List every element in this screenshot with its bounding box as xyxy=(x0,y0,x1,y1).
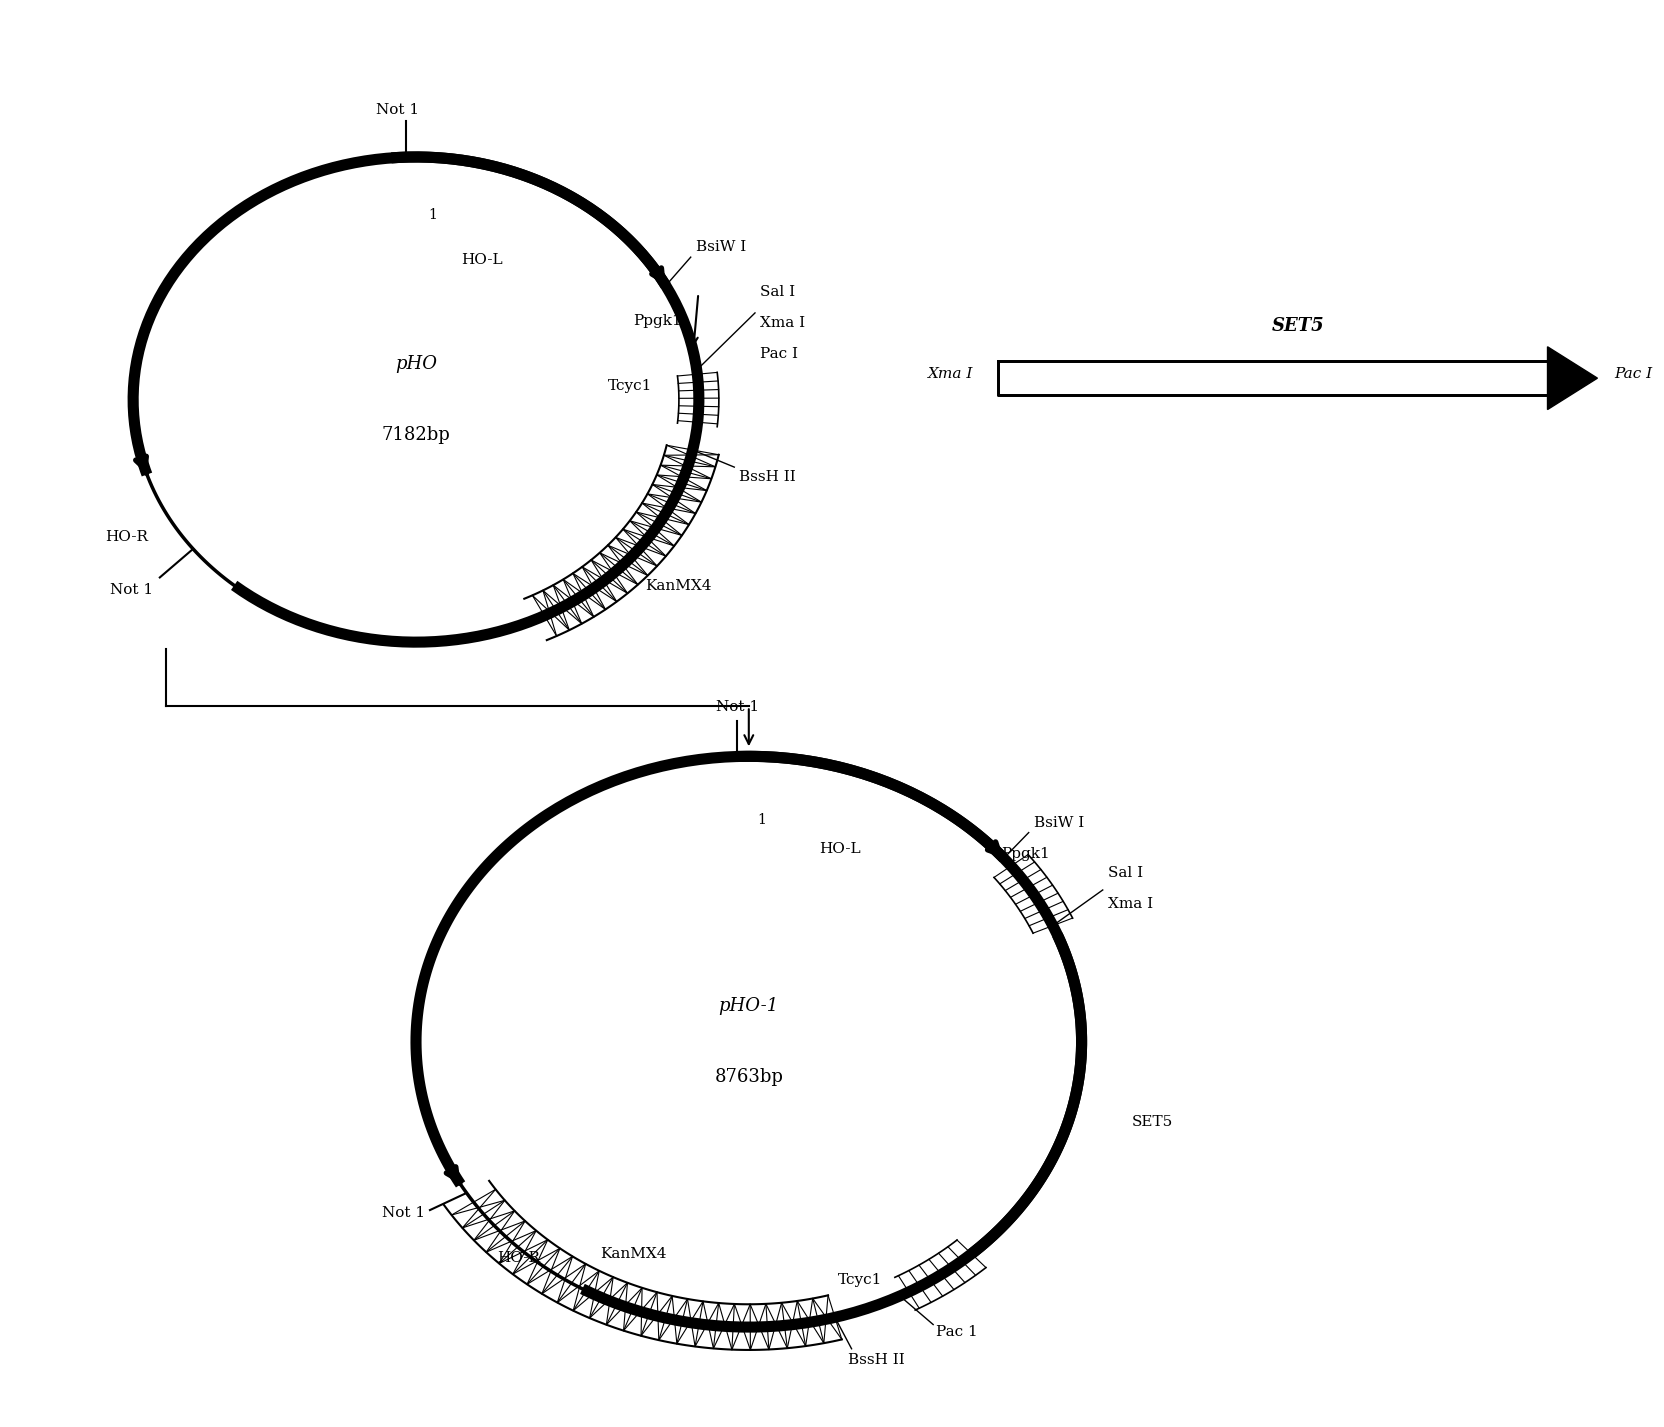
Text: Xma I: Xma I xyxy=(760,315,805,330)
Text: 8763bp: 8763bp xyxy=(714,1069,784,1086)
Text: pHO: pHO xyxy=(394,355,438,372)
Text: KanMX4: KanMX4 xyxy=(644,579,711,594)
Text: BsiW I: BsiW I xyxy=(1033,816,1083,829)
Text: SET5: SET5 xyxy=(1132,1114,1173,1129)
Text: 7182bp: 7182bp xyxy=(381,427,451,444)
Text: Ppgk1: Ppgk1 xyxy=(632,314,682,328)
Text: 1: 1 xyxy=(428,208,438,221)
Text: Xma I: Xma I xyxy=(1108,898,1153,912)
Text: Xma I: Xma I xyxy=(929,367,973,381)
Text: HO-R: HO-R xyxy=(105,531,148,544)
Text: BssH II: BssH II xyxy=(739,469,795,484)
Text: Tcyc1: Tcyc1 xyxy=(607,380,652,392)
Text: Pac 1: Pac 1 xyxy=(937,1324,978,1339)
Text: Sal I: Sal I xyxy=(760,284,795,298)
Text: Sal I: Sal I xyxy=(1108,866,1143,880)
Text: HO-L: HO-L xyxy=(461,253,503,267)
Text: Pac I: Pac I xyxy=(1614,367,1652,381)
Text: Tcyc1: Tcyc1 xyxy=(839,1273,882,1287)
Text: SET5: SET5 xyxy=(1271,317,1325,335)
Text: pHO-1: pHO-1 xyxy=(719,997,779,1015)
Text: HO-L: HO-L xyxy=(819,842,860,856)
Polygon shape xyxy=(998,361,1548,395)
Text: Pac I: Pac I xyxy=(760,347,799,361)
Text: BsiW I: BsiW I xyxy=(696,240,745,254)
Text: Not 1: Not 1 xyxy=(376,103,419,117)
Text: KanMX4: KanMX4 xyxy=(601,1247,667,1261)
Text: Not 1: Not 1 xyxy=(381,1206,424,1220)
Text: HO-R: HO-R xyxy=(498,1250,541,1264)
Text: Ppgk1: Ppgk1 xyxy=(1002,846,1050,860)
Polygon shape xyxy=(1548,347,1597,410)
Text: 1: 1 xyxy=(757,813,765,828)
Text: BssH II: BssH II xyxy=(849,1353,905,1367)
Text: Not 1: Not 1 xyxy=(110,584,153,596)
Text: Not 1: Not 1 xyxy=(716,699,759,714)
